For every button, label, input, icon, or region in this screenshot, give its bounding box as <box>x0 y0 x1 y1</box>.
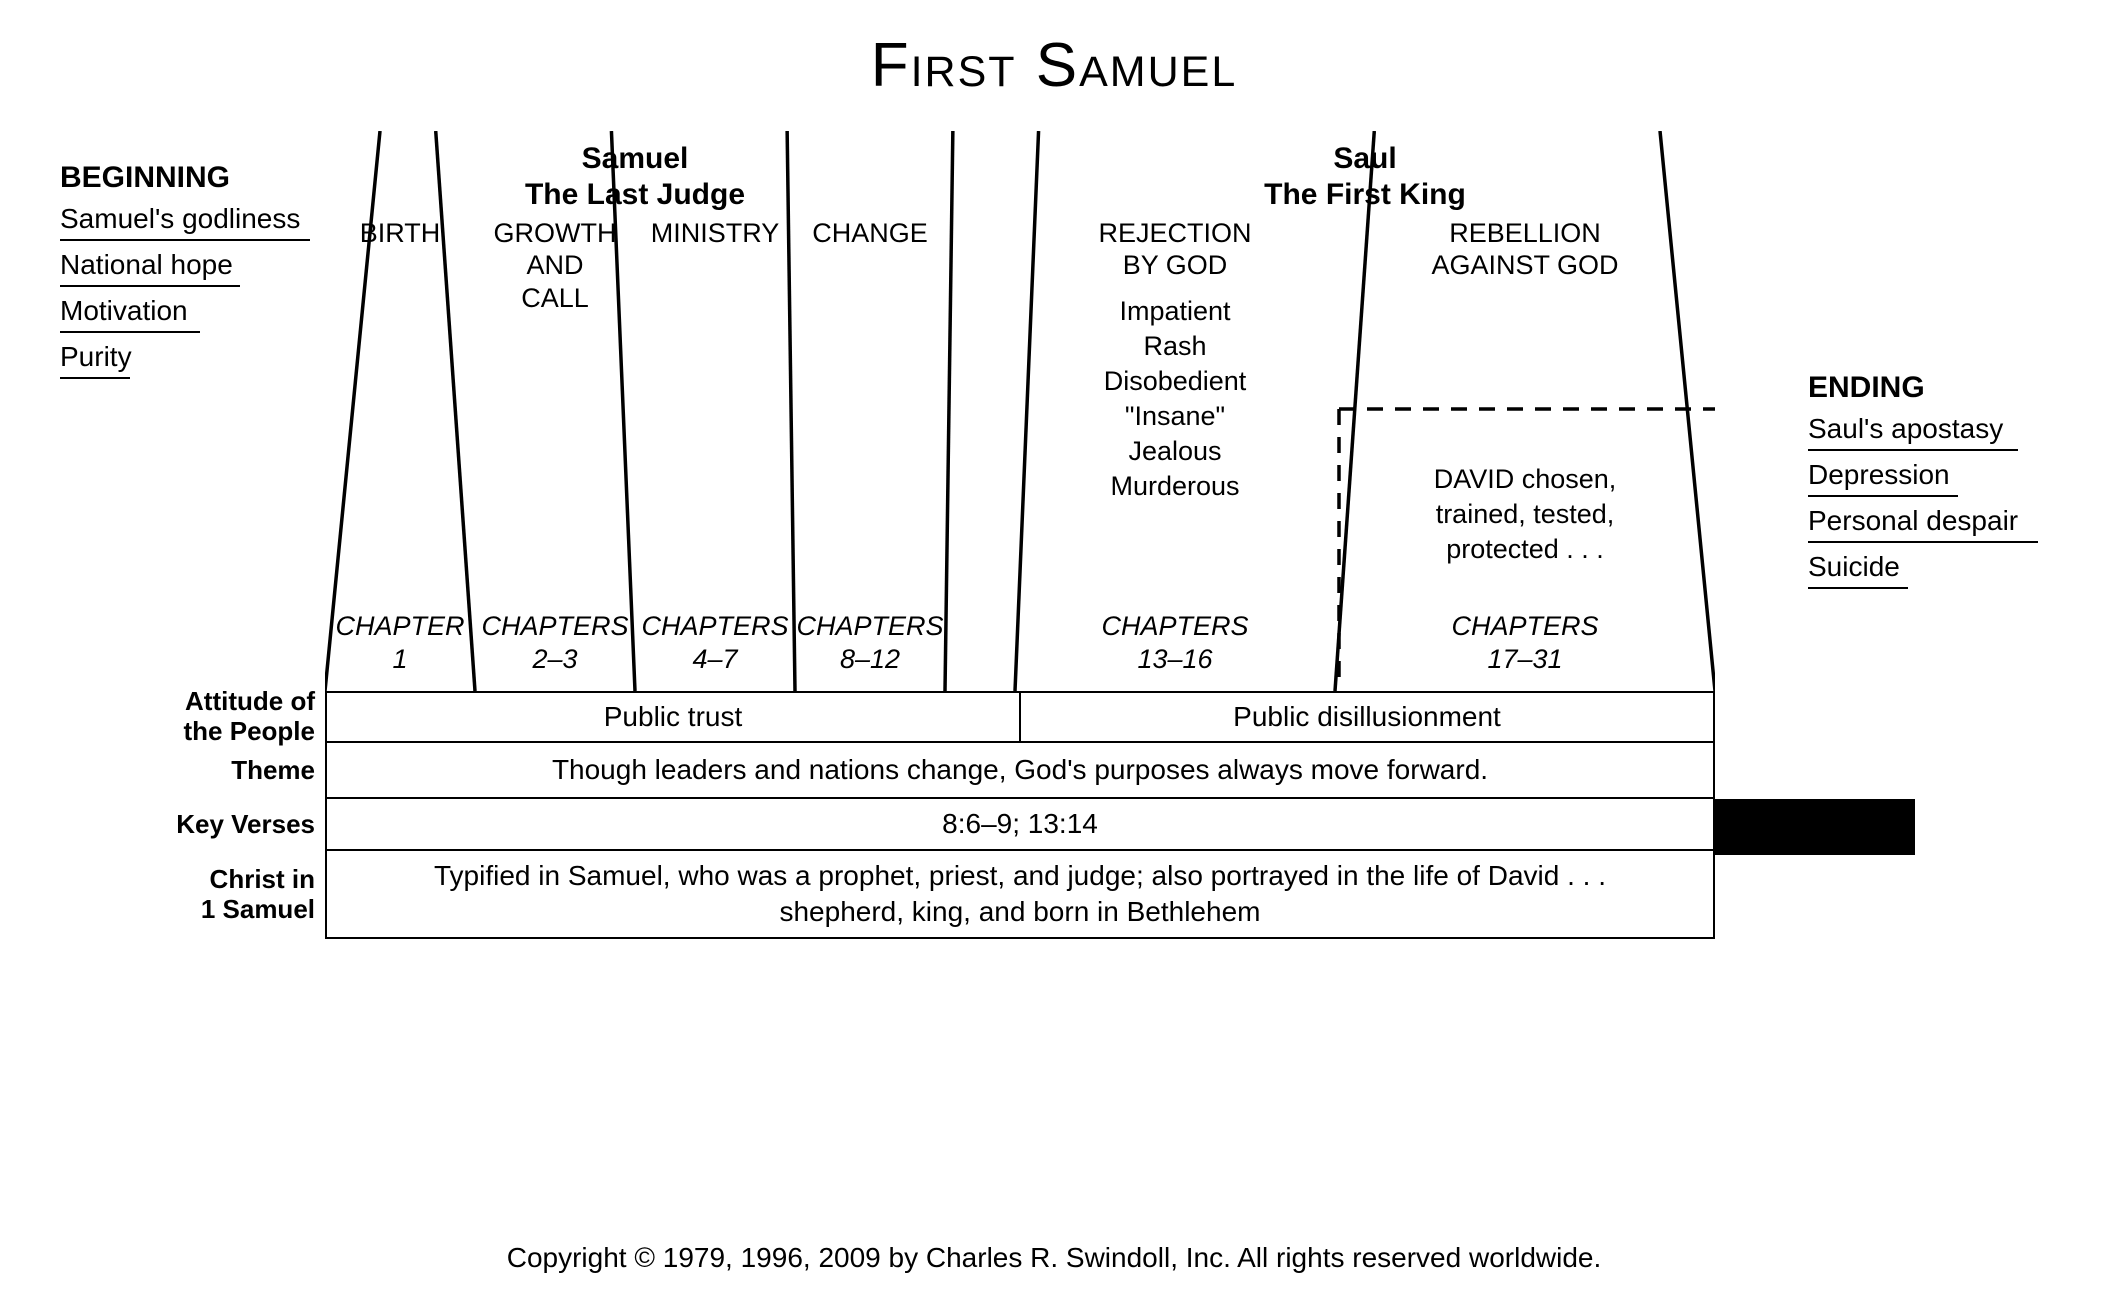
column: MINISTRY CHAPTERS4–7 <box>635 211 795 681</box>
summary-cell: 8:6–9; 13:14 <box>325 799 1715 851</box>
row-label: Attitude ofthe People <box>65 687 315 747</box>
chapter-label: CHAPTERS4–7 <box>635 610 795 675</box>
section-samuel-l1: Samuel <box>582 142 689 175</box>
page-title: First Samuel <box>60 30 2048 101</box>
beginning-heading: BEGINNING <box>60 161 320 195</box>
section-saul-l1: Saul <box>1333 142 1396 175</box>
columns-row: BIRTHCHAPTER1GROWTHANDCALLCHAPTERS2–3MIN… <box>325 211 1715 681</box>
ending-heading: ENDING <box>1808 371 2048 405</box>
column-head: GROWTHANDCALL <box>475 217 635 314</box>
section-headers: Samuel The Last Judge Saul The First Kin… <box>325 131 1715 211</box>
beginning-item: Purity <box>60 341 130 379</box>
beginning-item: Motivation <box>60 295 200 333</box>
david-note: DAVID chosen,trained, tested,protected .… <box>1335 462 1715 567</box>
summary-row: Though leaders and nations change, God's… <box>325 743 1715 799</box>
summary-row: Public trustPublic disillusionment <box>325 691 1715 743</box>
chapter-label: CHAPTER1 <box>325 610 475 675</box>
beginning-block: BEGINNING Samuel's godliness National hop… <box>60 161 320 379</box>
column-head: BIRTH <box>325 217 475 249</box>
chart-diagram: Samuel The Last Judge Saul The First Kin… <box>325 131 1715 681</box>
traits-list: ImpatientRashDisobedient"Insane"JealousM… <box>1015 294 1335 505</box>
ending-item: Depression <box>1808 459 1958 497</box>
column-head: CHANGE <box>795 217 945 249</box>
column: REJECTIONBY GOD ImpatientRashDisobedient"… <box>1015 211 1335 681</box>
column-head: REBELLIONAGAINST GOD <box>1335 217 1715 282</box>
summary-cell: Typified in Samuel, who was a prophet, p… <box>325 851 1715 939</box>
beginning-item: National hope <box>60 249 240 287</box>
row-label: Christ in1 Samuel <box>65 865 315 925</box>
ending-item: Suicide <box>1808 551 1908 589</box>
summary-cell: Public trust <box>325 691 1019 743</box>
column: REBELLIONAGAINST GOD DAVID chosen,trained… <box>1335 211 1715 681</box>
column <box>945 211 1015 681</box>
chapter-label: CHAPTERS2–3 <box>475 610 635 675</box>
section-samuel: Samuel The Last Judge <box>325 131 945 211</box>
chapter-label: CHAPTERS13–16 <box>1015 610 1335 675</box>
ending-item: Saul's apostasy <box>1808 413 2018 451</box>
black-block <box>1715 799 1915 855</box>
ending-item: Personal despair <box>1808 505 2038 543</box>
beginning-item: Samuel's godliness <box>60 203 310 241</box>
section-saul: Saul The First King <box>1015 131 1715 211</box>
summary-row: Typified in Samuel, who was a prophet, p… <box>325 851 1715 939</box>
chapter-label: CHAPTERS17–31 <box>1335 610 1715 675</box>
column: BIRTH CHAPTER1 <box>325 211 475 681</box>
column: CHANGE CHAPTERS8–12 <box>795 211 945 681</box>
section-samuel-l2: The Last Judge <box>525 178 745 211</box>
summary-row: 8:6–9; 13:14 <box>325 799 1715 851</box>
column: GROWTHANDCALL CHAPTERS2–3 <box>475 211 635 681</box>
row-label: Theme <box>65 756 315 786</box>
chapter-label: CHAPTERS8–12 <box>795 610 945 675</box>
summary-cell: Though leaders and nations change, God's… <box>325 743 1715 799</box>
copyright: Copyright © 1979, 1996, 2009 by Charles … <box>0 1242 2108 1274</box>
section-saul-l2: The First King <box>1264 178 1466 211</box>
summary-cell: Public disillusionment <box>1019 691 1715 743</box>
column-head: REJECTIONBY GOD <box>1015 217 1335 282</box>
row-label: Key Verses <box>65 810 315 840</box>
ending-block: ENDING Saul's apostasy Depression Personal… <box>1808 371 2048 589</box>
column-head: MINISTRY <box>635 217 795 249</box>
section-gap <box>945 131 1015 211</box>
